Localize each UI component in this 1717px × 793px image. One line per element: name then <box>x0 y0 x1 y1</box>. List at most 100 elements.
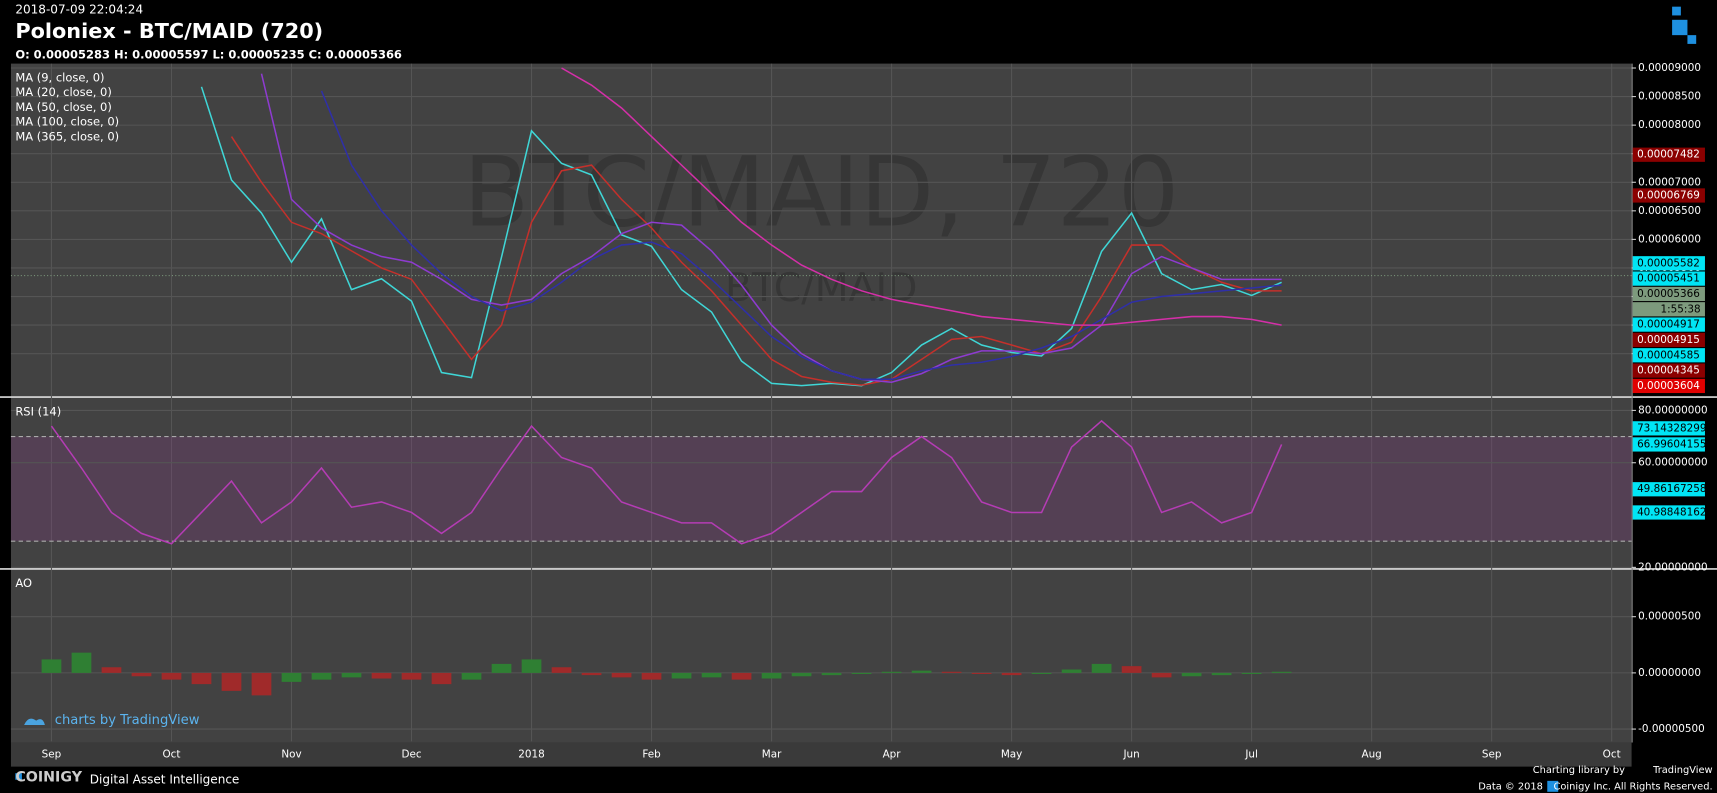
ao-bar <box>671 672 692 679</box>
price-tag-label: 0.00005451 <box>1637 273 1700 285</box>
legend-entry: MA (9, close, 0) <box>15 70 104 84</box>
timestamp: 2018-07-09 22:04:24 <box>15 2 143 16</box>
x-tick-label: Feb <box>642 749 661 761</box>
ao-bar <box>761 672 782 679</box>
y-tick-label: 0.00009000 <box>1638 62 1701 74</box>
price-tag-label: 49.86167258 <box>1637 483 1706 495</box>
price-tag <box>1632 286 1705 302</box>
x-tick-label: Apr <box>883 749 902 761</box>
legend-entry: MA (100, close, 0) <box>15 115 119 129</box>
ao-bar <box>851 672 872 675</box>
x-tick-label: 2018 <box>518 749 544 761</box>
price-tag <box>1632 505 1705 520</box>
ao-bar <box>41 659 62 673</box>
series-line <box>50 419 1283 545</box>
ao-bar <box>401 672 422 680</box>
price-tag <box>1632 348 1705 363</box>
ao-bar <box>881 671 902 673</box>
ao-bar <box>1031 672 1052 675</box>
y-tick-label: 0.00000000 <box>1638 667 1701 679</box>
legend-entry: RSI (14) <box>15 404 61 418</box>
ao-bar <box>731 672 752 680</box>
ao-bar <box>791 672 812 677</box>
brand: COINIGY <box>15 770 82 786</box>
ao-bar <box>71 652 92 673</box>
y-tick-label: 0.00006000 <box>1638 233 1701 245</box>
x-tick-label: Mar <box>762 749 782 761</box>
ao-bar <box>461 672 482 680</box>
ao-bar <box>1241 672 1262 675</box>
cloud-icon <box>24 718 45 726</box>
watermark: BTC/MAID, 720 BTC/MAID <box>463 137 1179 311</box>
y-tick-label: 20.00000000 <box>1638 561 1707 573</box>
price-tag-label: 0.00004915 <box>1637 334 1700 346</box>
x-tick-label: Jun <box>1122 749 1139 761</box>
series-line <box>320 90 1282 381</box>
ao-bar <box>161 672 182 680</box>
ao-bar <box>371 672 392 679</box>
price-tag <box>1632 317 1705 332</box>
ao-bar <box>281 672 302 682</box>
ao-bar <box>191 672 212 685</box>
ao-bar <box>341 672 362 678</box>
price-tag-label: 0.00007482 <box>1637 149 1700 161</box>
x-tick-label: Nov <box>281 749 301 761</box>
library-name: TradingView <box>1652 765 1712 776</box>
ao-bar <box>101 667 122 673</box>
series-line <box>200 86 1282 387</box>
ao-bar <box>641 672 662 680</box>
price-tag-label: 0.00003604 <box>1637 380 1700 392</box>
ao-bar <box>611 672 632 678</box>
ao-bar <box>1001 672 1022 676</box>
tradingview-badge: charts by TradingView <box>24 713 200 728</box>
x-tick-label: Sep <box>1482 749 1502 761</box>
countdown: 1:55:38 <box>1661 303 1701 315</box>
ao-bar <box>821 672 842 676</box>
price-tag-label: 0.00004917 <box>1637 319 1700 331</box>
x-tick-label: Oct <box>162 749 180 761</box>
y-tick-label: 80.00000000 <box>1638 404 1707 416</box>
ao-bar <box>1151 672 1172 678</box>
y-tick-label: 0.00008500 <box>1638 91 1701 103</box>
price-tag-label: 0.00004345 <box>1637 365 1700 377</box>
x-tick-label: Oct <box>1603 749 1621 761</box>
ao-bar <box>971 672 992 675</box>
ao-bar <box>911 670 932 673</box>
band-fill <box>10 436 1632 542</box>
data-copyright: Data © 2018 <box>1478 781 1543 792</box>
legend-entry: AO <box>15 576 32 590</box>
y-tick-label: 0.00008000 <box>1638 119 1701 131</box>
logo-block <box>1672 19 1688 36</box>
x-tick-label: Dec <box>401 749 421 761</box>
price-tag <box>1632 188 1705 203</box>
logo <box>1672 6 1697 44</box>
ao-bar <box>491 663 512 673</box>
price-tag-label: 73.14328299 <box>1637 422 1706 434</box>
price-tag <box>1632 421 1705 436</box>
legend-entry: MA (365, close, 0) <box>15 129 119 143</box>
x-tick-label: Jul <box>1244 749 1258 761</box>
ao-bar <box>1121 666 1142 673</box>
series-line <box>561 67 1282 326</box>
price-tag <box>1632 147 1705 162</box>
x-tick-label: May <box>1001 749 1022 761</box>
ao-bar <box>431 672 452 685</box>
x-axis-strip <box>10 742 1632 767</box>
watermark-main: BTC/MAID, 720 <box>463 137 1179 249</box>
x-tick-label: Aug <box>1361 749 1381 761</box>
countdown-tag <box>1632 302 1705 317</box>
price-tag <box>1632 363 1705 378</box>
price-tag <box>1632 256 1705 271</box>
legend-entry: MA (50, close, 0) <box>15 100 111 114</box>
ao-bar <box>1181 672 1202 677</box>
ao-bar <box>941 671 962 673</box>
price-tag-label: 0.00005582 <box>1637 257 1700 269</box>
price-tag <box>1632 378 1705 394</box>
plot-area <box>10 63 1632 743</box>
ao-bar <box>701 672 722 678</box>
logo-block <box>1687 35 1697 44</box>
price-tag-label: 0.00005366 <box>1637 288 1700 300</box>
ao-bar <box>1091 663 1112 673</box>
price-tag-label: 0.00006769 <box>1637 189 1700 201</box>
